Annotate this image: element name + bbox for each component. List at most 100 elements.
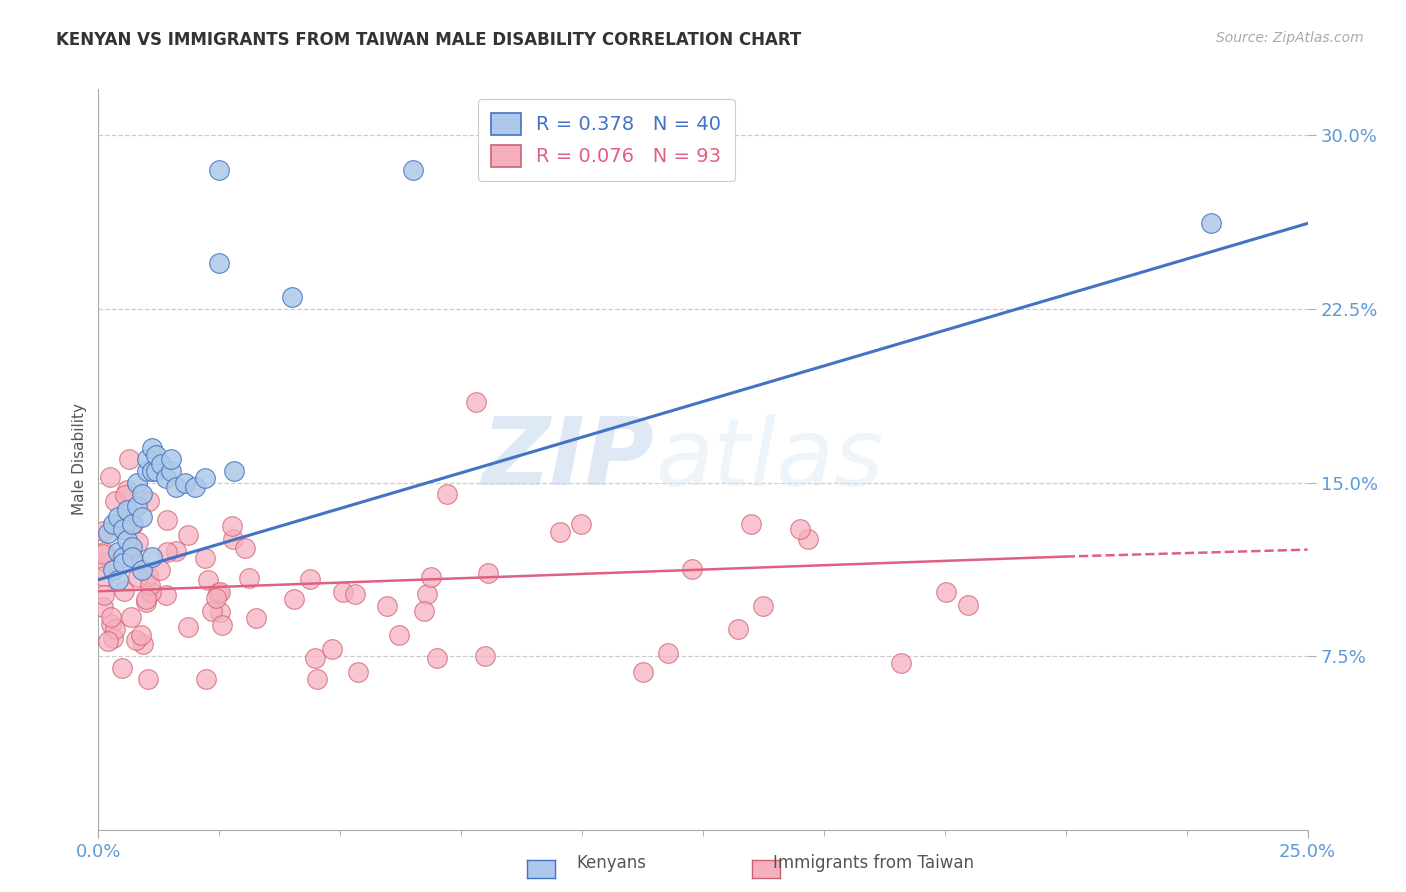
Point [125,633,148,648]
Point [211,618,233,632]
Text: ZIP: ZIP [482,413,655,506]
Point [131,487,153,501]
Point [197,574,219,588]
Point [97,526,120,541]
Point [413,604,436,618]
Point [150,457,173,471]
Point [91,547,114,561]
Point [657,646,679,660]
Point [135,464,157,478]
Point [283,591,305,606]
Point [100,616,122,631]
Point [121,549,143,564]
Point [136,672,159,686]
Point [569,517,592,532]
Point [155,588,177,602]
Point [751,599,773,614]
Point [343,587,366,601]
Point [145,464,167,478]
Text: KENYAN VS IMMIGRANTS FROM TAIWAN MALE DISABILITY CORRELATION CHART: KENYAN VS IMMIGRANTS FROM TAIWAN MALE DI… [56,31,801,49]
Point [740,516,762,531]
Point [245,611,267,625]
Point [402,163,425,178]
Point [477,566,499,581]
Point [1199,216,1222,230]
Point [682,562,704,576]
Point [112,584,135,599]
Point [117,503,139,517]
Point [155,471,177,485]
Text: Source: ZipAtlas.com: Source: ZipAtlas.com [1216,31,1364,45]
Point [96,555,118,569]
Legend: R = 0.378   N = 40, R = 0.076   N = 93: R = 0.378 N = 40, R = 0.076 N = 93 [478,99,735,181]
Point [727,622,749,636]
Point [120,543,142,558]
Point [177,528,200,542]
Point [141,464,163,478]
Point [281,290,304,304]
Point [91,599,114,614]
Point [141,549,163,564]
Point [307,672,329,686]
Point [935,585,957,599]
Point [101,517,124,532]
Point [205,591,228,606]
Text: Immigrants from Taiwan: Immigrants from Taiwan [773,855,974,872]
Point [208,256,231,270]
Point [890,656,912,670]
Point [332,584,354,599]
Point [174,475,197,490]
Point [93,588,115,602]
Point [238,571,260,585]
Point [222,532,245,546]
Point [208,585,231,599]
Point [135,452,157,467]
Point [464,394,486,409]
Point [149,563,172,577]
Point [120,609,142,624]
Point [548,525,571,540]
Point [132,637,155,651]
Text: Kenyans: Kenyans [576,855,647,872]
Point [100,610,122,624]
Point [796,532,818,546]
Point [789,522,811,536]
Point [201,604,224,618]
Point [115,483,138,497]
Point [121,517,143,532]
Point [207,586,229,600]
Point [139,585,162,599]
Point [184,480,207,494]
Point [104,493,127,508]
Point [194,471,217,485]
Point [298,572,321,586]
Point [115,518,138,533]
Point [103,622,125,636]
Point [160,464,183,478]
Point [117,533,139,548]
Point [121,516,143,531]
Point [136,569,159,583]
Point [107,510,129,524]
Point [145,448,167,462]
Point [304,651,326,665]
Point [139,578,162,592]
Point [138,494,160,508]
Text: atlas: atlas [655,414,883,505]
Point [97,633,120,648]
Point [474,648,496,663]
Point [111,661,134,675]
Point [93,568,115,582]
Point [631,665,654,680]
Point [321,641,343,656]
Point [118,452,141,467]
Point [209,605,232,619]
Point [127,570,149,584]
Point [91,524,114,539]
Point [160,452,183,467]
Point [111,522,134,536]
Point [156,544,179,558]
Point [956,598,979,612]
Point [195,672,218,686]
Point [135,592,157,607]
